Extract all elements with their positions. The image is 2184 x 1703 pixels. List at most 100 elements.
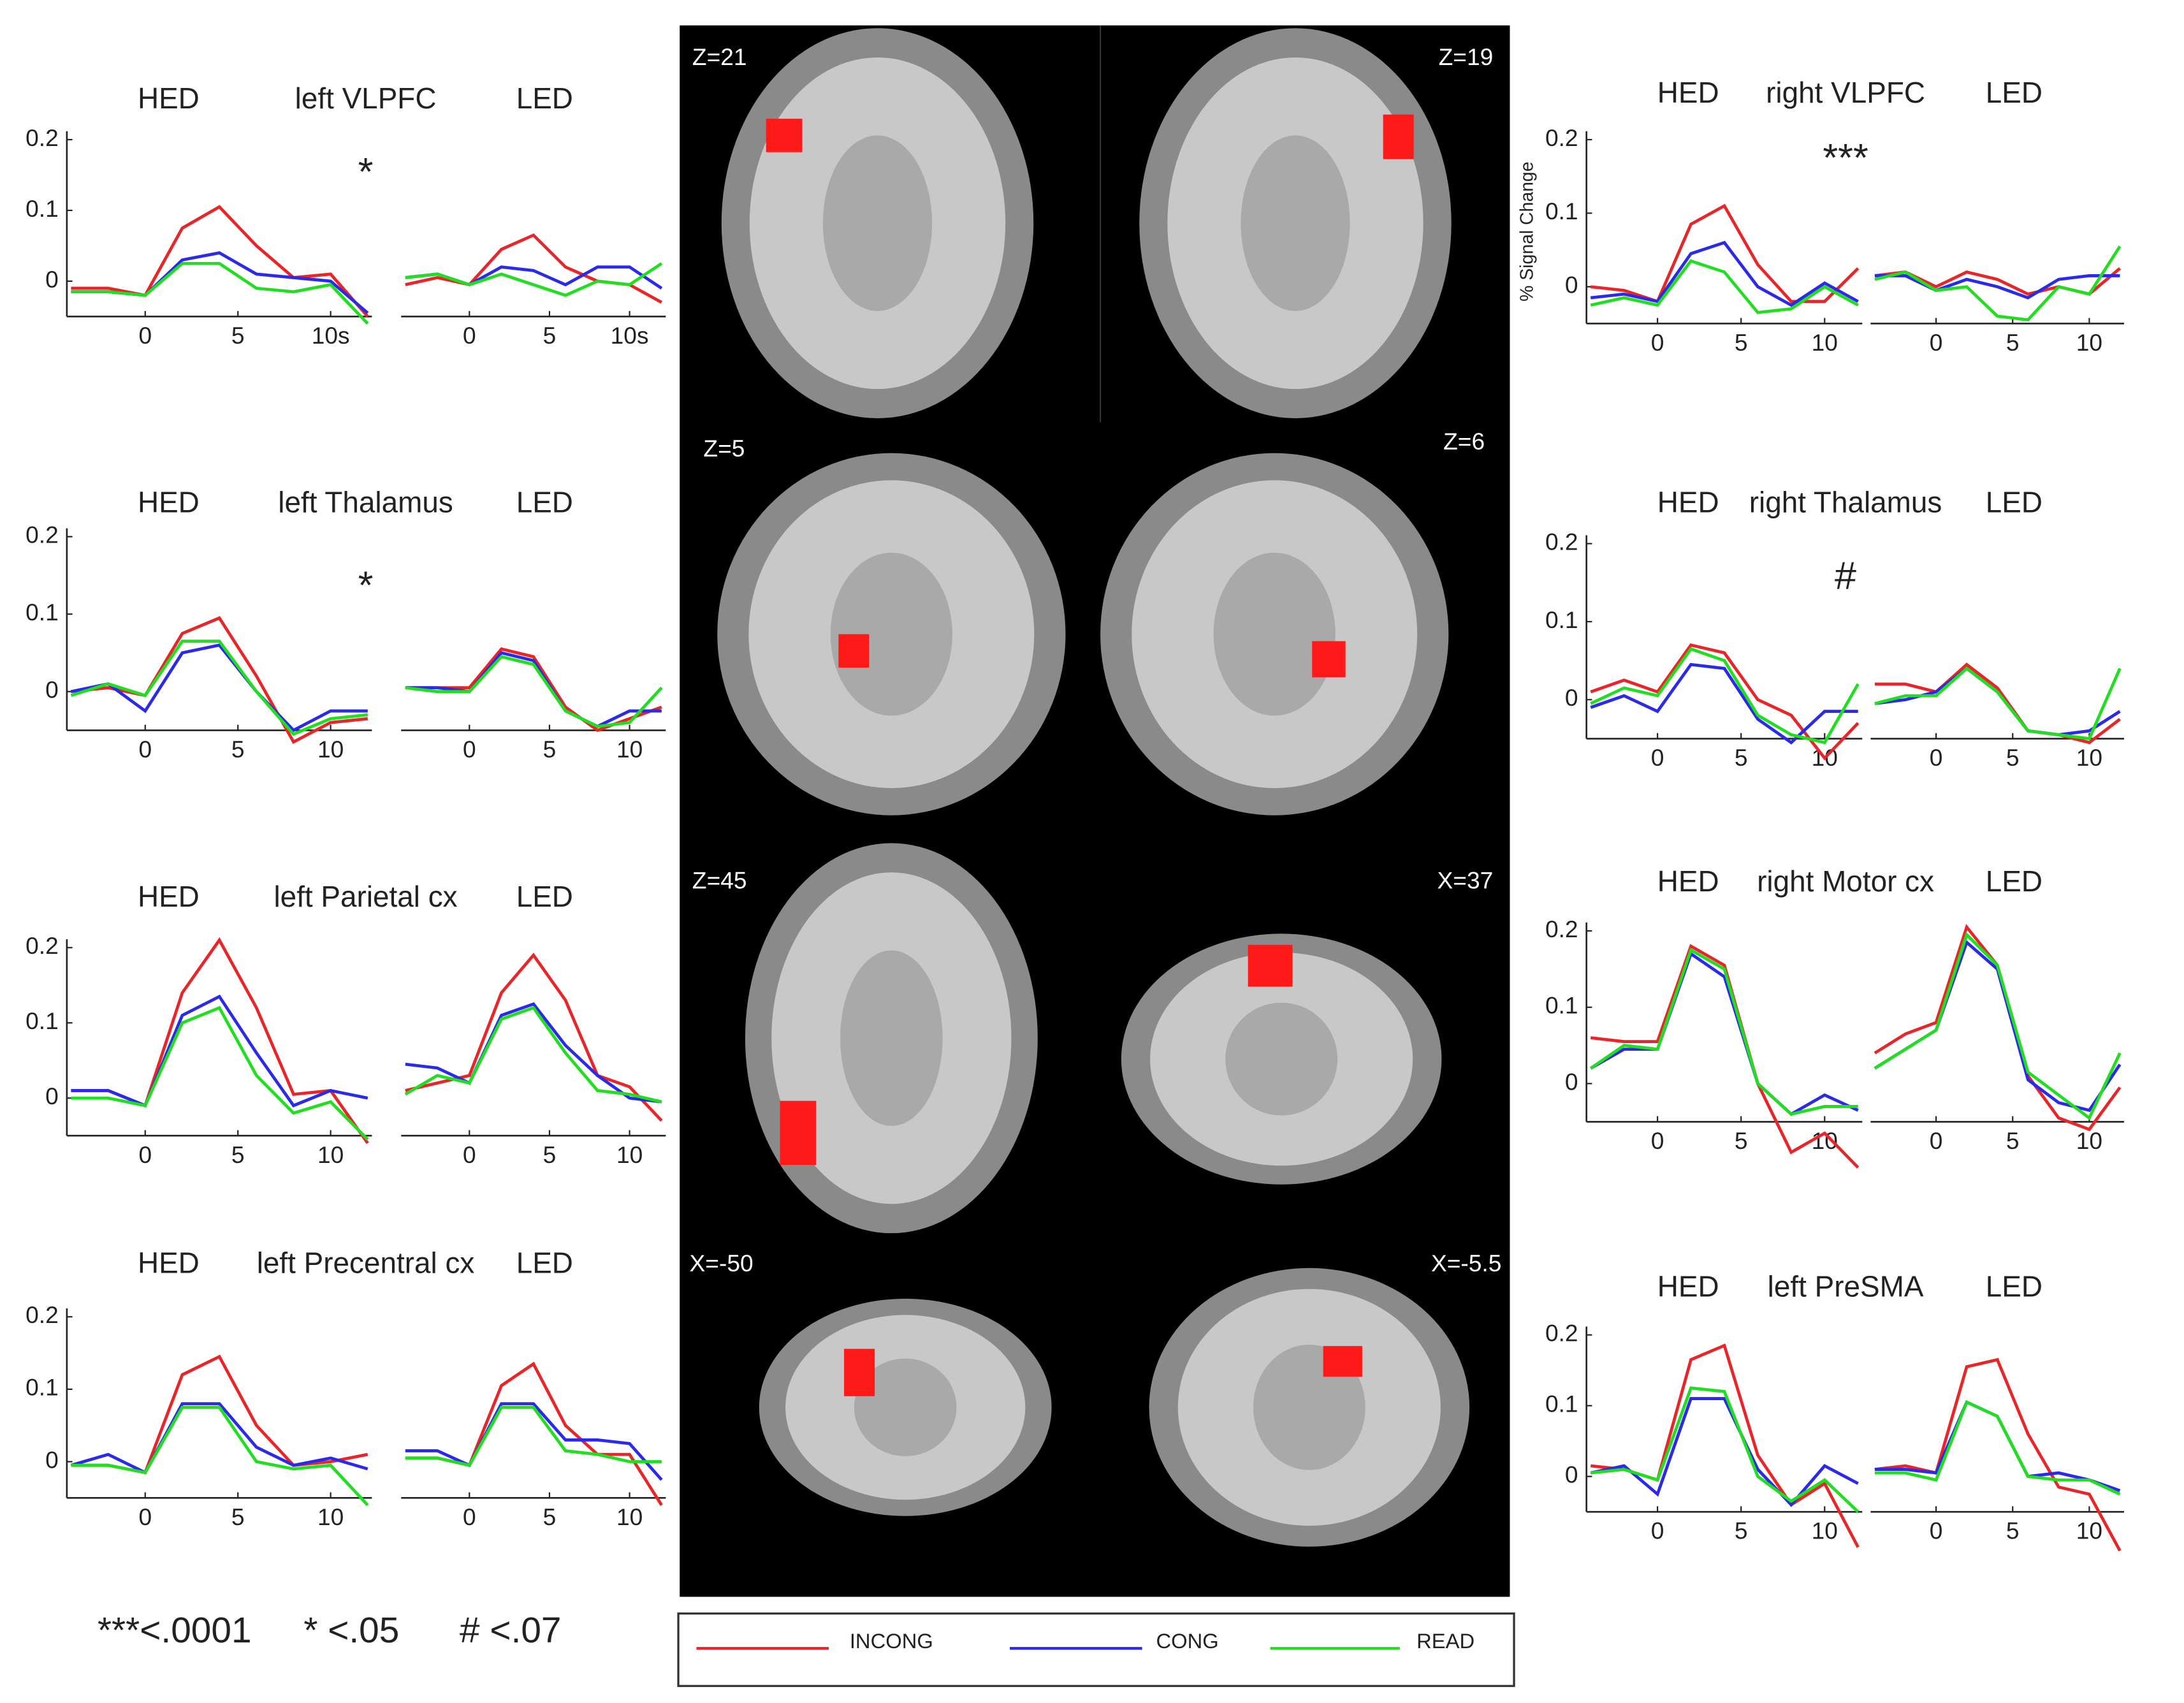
chart-title: LED xyxy=(1986,76,2042,109)
x-tick-label: 5 xyxy=(543,1141,557,1168)
x-tick-label: 5 xyxy=(1735,1517,1748,1544)
series-line xyxy=(71,1354,368,1475)
series-line xyxy=(71,994,368,1108)
y-tick-label: 0.1 xyxy=(1545,198,1578,224)
x-tick-label: 5 xyxy=(1735,744,1748,771)
y-tick-label: 0.2 xyxy=(1545,1319,1578,1346)
slice-label: X=-50 xyxy=(690,1250,753,1276)
x-tick-label: 5 xyxy=(543,322,557,349)
y-tick-label: 0 xyxy=(45,1083,59,1109)
y-tick-label: 0 xyxy=(45,1446,59,1473)
footnote: # <.07 xyxy=(460,1611,562,1651)
series-line xyxy=(71,1405,369,1507)
activation xyxy=(1248,944,1293,987)
slice-label: Z=19 xyxy=(1439,43,1494,70)
series-line xyxy=(1590,944,1860,1169)
y-tick-label: 0.1 xyxy=(25,1007,59,1034)
brain-core xyxy=(822,135,933,311)
brain-core xyxy=(1213,552,1336,716)
y-tick-label: 0 xyxy=(45,266,59,293)
slice-label: Z=6 xyxy=(1443,428,1485,455)
slice-label: Z=21 xyxy=(692,43,747,70)
x-tick-label: 0 xyxy=(463,736,476,763)
x-tick-label: 5 xyxy=(2006,744,2020,771)
y-tick-label: 0.2 xyxy=(1545,916,1578,942)
y-tick-label: 0.2 xyxy=(25,932,59,959)
series-line xyxy=(405,262,663,297)
series-line xyxy=(1874,274,2120,300)
x-tick-label: 0 xyxy=(138,736,152,763)
region-title: left Thalamus xyxy=(278,486,453,519)
y-tick-label: 0 xyxy=(1565,1461,1578,1487)
y-tick-label: 0.1 xyxy=(25,1374,59,1401)
region-title: left PreSMA xyxy=(1768,1270,1924,1303)
x-tick-label: 10 xyxy=(2076,744,2102,771)
brain-core xyxy=(1241,135,1350,311)
x-tick-label: 0 xyxy=(1651,1127,1664,1154)
legend-label: CONG xyxy=(1156,1629,1219,1653)
x-tick-label: 0 xyxy=(138,322,152,349)
brain-core xyxy=(830,552,952,716)
y-tick-label: 0 xyxy=(1565,684,1578,711)
y-tick-label: 0.1 xyxy=(1545,992,1578,1019)
series-line xyxy=(1590,662,1858,745)
activation xyxy=(1323,1346,1362,1377)
region-title: right Motor cx xyxy=(1757,865,1934,898)
x-tick-label: 0 xyxy=(463,322,476,349)
chart-title: LED xyxy=(516,880,573,913)
y-tick-label: 0.2 xyxy=(25,522,59,548)
chart-title: LED xyxy=(1986,865,2042,898)
y-tick-label: 0 xyxy=(45,676,59,703)
chart-title: HED xyxy=(138,486,200,519)
activation xyxy=(838,634,870,668)
x-tick-label: 5 xyxy=(1735,1127,1748,1154)
series-line xyxy=(405,953,663,1122)
activation xyxy=(780,1100,817,1166)
series-line xyxy=(70,643,368,733)
chart-title: LED xyxy=(516,1246,573,1280)
x-tick-label: 5 xyxy=(231,736,245,763)
x-tick-label: 5 xyxy=(2006,1517,2020,1544)
slice-label: Z=45 xyxy=(692,866,747,893)
x-tick-label: 10 xyxy=(317,1503,344,1530)
x-tick-label: 5 xyxy=(543,736,557,763)
series-line xyxy=(405,651,662,729)
series-line xyxy=(1874,924,2122,1132)
series-line xyxy=(405,1405,662,1467)
footnote: * <.05 xyxy=(303,1611,399,1651)
slice-label: X=37 xyxy=(1438,866,1494,893)
series-line xyxy=(405,233,663,304)
x-tick-label: 0 xyxy=(138,1141,152,1168)
legend-label: INCONG xyxy=(850,1629,933,1653)
x-tick-label: 10 xyxy=(317,1141,344,1168)
chart-title: LED xyxy=(516,486,573,519)
y-axis-label: % Signal Change xyxy=(1517,162,1537,302)
significance-mark: # xyxy=(1835,553,1856,597)
series-line xyxy=(1874,932,2122,1121)
y-tick-label: 0.1 xyxy=(25,599,59,625)
series-line xyxy=(71,261,369,325)
y-tick-label: 0 xyxy=(1565,272,1578,298)
series-line xyxy=(1874,666,2121,736)
series-line xyxy=(71,205,369,318)
y-tick-label: 0.1 xyxy=(1545,606,1578,633)
series-line xyxy=(405,1002,662,1104)
x-tick-label: 0 xyxy=(138,1503,152,1530)
activation xyxy=(1312,641,1346,678)
series-line xyxy=(404,1005,662,1104)
legend-label: READ xyxy=(1416,1629,1474,1653)
y-tick-label: 0.1 xyxy=(25,195,59,222)
x-tick-label: 0 xyxy=(463,1141,476,1168)
x-tick-label: 10s xyxy=(611,322,649,349)
chart-title: LED xyxy=(516,82,573,115)
series-line xyxy=(1874,245,2122,322)
x-tick-label: 10 xyxy=(1812,1517,1838,1544)
chart-title: HED xyxy=(1657,865,1719,898)
series-line xyxy=(1874,666,2122,741)
activation xyxy=(844,1349,875,1396)
region-title: left Precentral cx xyxy=(257,1246,475,1280)
y-tick-label: 0 xyxy=(1565,1068,1578,1095)
x-tick-label: 10 xyxy=(1812,329,1838,356)
activation xyxy=(1383,114,1414,159)
